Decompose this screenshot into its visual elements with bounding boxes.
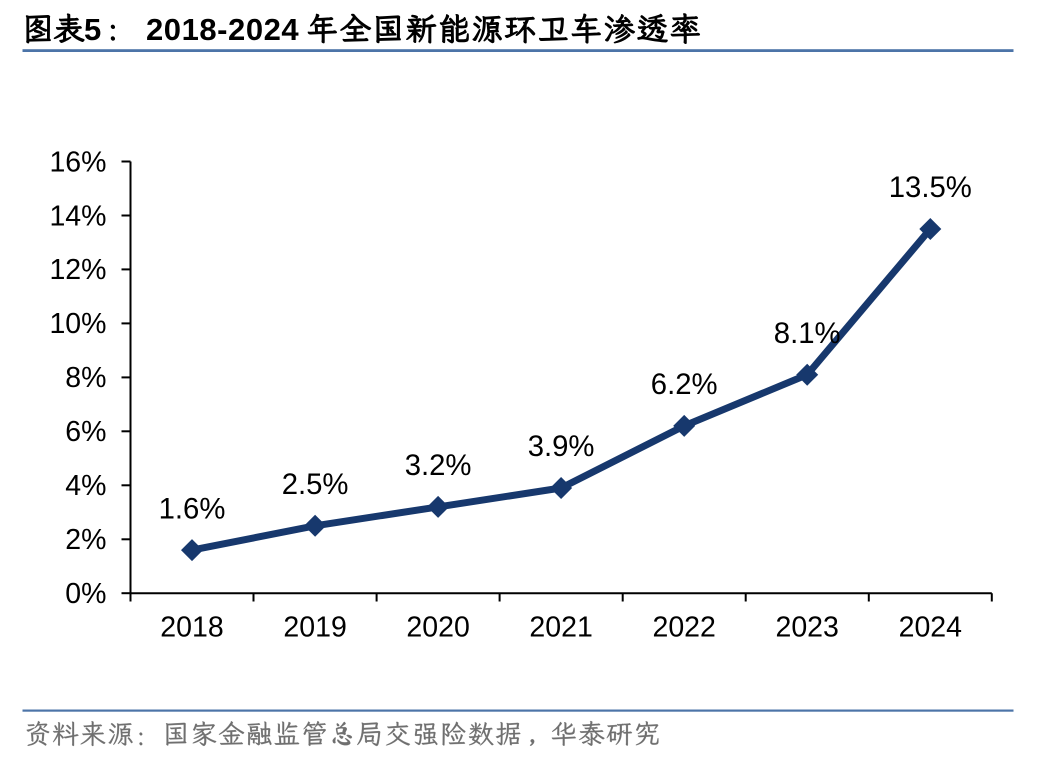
svg-text:13.5%: 13.5% xyxy=(889,171,972,204)
svg-text:14%: 14% xyxy=(49,200,106,232)
svg-text:2%: 2% xyxy=(65,524,106,556)
svg-text:2018-2024: 2018-2024 xyxy=(146,12,299,47)
svg-text:12%: 12% xyxy=(49,254,106,286)
svg-text:5: 5 xyxy=(84,12,101,47)
svg-text:8%: 8% xyxy=(65,362,106,394)
svg-text:2022: 2022 xyxy=(652,612,715,644)
svg-text:2021: 2021 xyxy=(529,612,592,644)
svg-text:3.2%: 3.2% xyxy=(405,449,472,482)
svg-text:2023: 2023 xyxy=(775,612,838,644)
svg-text:2019: 2019 xyxy=(283,612,346,644)
svg-text:6%: 6% xyxy=(65,416,106,448)
svg-text:8.1%: 8.1% xyxy=(774,317,841,350)
svg-text:16%: 16% xyxy=(49,146,106,178)
svg-text:2018: 2018 xyxy=(160,612,223,644)
svg-text:6.2%: 6.2% xyxy=(651,368,718,401)
svg-text:10%: 10% xyxy=(49,308,106,340)
svg-text:0%: 0% xyxy=(65,578,106,610)
svg-text:1.6%: 1.6% xyxy=(159,492,226,525)
svg-text:2020: 2020 xyxy=(406,612,469,644)
svg-text:2.5%: 2.5% xyxy=(282,468,349,501)
svg-text:3.9%: 3.9% xyxy=(528,430,595,463)
svg-text:4%: 4% xyxy=(65,470,106,502)
svg-text:2024: 2024 xyxy=(899,612,963,644)
